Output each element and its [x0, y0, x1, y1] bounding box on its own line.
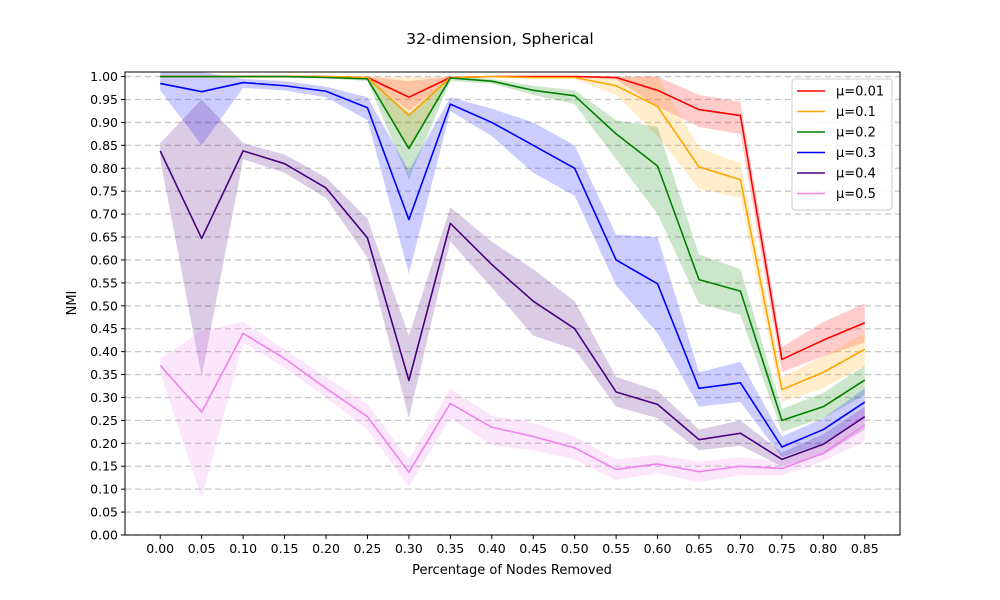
legend-label: μ=0.5: [836, 187, 876, 202]
y-axis-ticks: 0.00 0.05 0.10 0.15 0.20 0.25 0.30 0.35 0.40 0.45…: [90, 69, 125, 543]
legend-label: μ=0.2: [836, 126, 876, 141]
series-lines: [159, 75, 866, 473]
legend: μ=0.01 μ=0.1 μ=0.2 μ=0.3 μ=0.4 μ=0.5: [791, 78, 893, 211]
x-tick-label: 0.00: [146, 541, 174, 556]
y-tick-label: 0.55: [90, 275, 118, 290]
series-line: [159, 332, 866, 473]
y-tick-label: 0.00: [90, 528, 118, 543]
y-tick-label: 0.20: [90, 436, 118, 451]
y-tick-label: 0.90: [90, 115, 118, 130]
x-tick-label: 0.30: [395, 541, 423, 556]
x-tick-label: 0.50: [561, 541, 589, 556]
x-tick-label: 0.35: [436, 541, 464, 556]
y-tick-label: 0.05: [90, 505, 118, 520]
legend-label: μ=0.4: [836, 167, 876, 182]
confidence-bands: [160, 72, 865, 499]
y-tick-label: 0.10: [90, 482, 118, 497]
y-tick-label: 0.65: [90, 230, 118, 245]
grid-lines: [125, 75, 900, 536]
chart-title: 32-dimension, Spherical: [406, 30, 594, 48]
legend-label: μ=0.3: [836, 146, 876, 161]
x-axis-label: Percentage of Nodes Removed: [412, 563, 612, 578]
x-tick-label: 0.05: [188, 541, 216, 556]
legend-label: μ=0.01: [836, 85, 884, 100]
x-tick-label: 0.70: [727, 541, 755, 556]
y-tick-label: 0.60: [90, 252, 118, 267]
x-tick-label: 0.60: [644, 541, 672, 556]
y-axis-label: NMI: [65, 291, 80, 316]
y-tick-label: 0.75: [90, 184, 118, 199]
x-axis-ticks: 0.00 0.05 0.10 0.15 0.20 0.25 0.30 0.35 0.40 0.45…: [146, 535, 879, 556]
x-tick-label: 0.80: [809, 541, 837, 556]
y-tick-label: 0.95: [90, 92, 118, 107]
x-tick-label: 0.55: [602, 541, 630, 556]
series-line: [159, 150, 866, 461]
y-tick-label: 1.00: [90, 69, 118, 84]
y-tick-label: 0.15: [90, 459, 118, 474]
x-tick-label: 0.75: [768, 541, 796, 556]
y-tick-label: 0.25: [90, 413, 118, 428]
x-tick-label: 0.65: [685, 541, 713, 556]
y-tick-label: 0.85: [90, 138, 118, 153]
y-tick-label: 0.80: [90, 161, 118, 176]
legend-label: μ=0.1: [836, 105, 876, 120]
y-tick-label: 0.40: [90, 344, 118, 359]
y-tick-label: 0.70: [90, 207, 118, 222]
plot-frame: [124, 71, 901, 536]
series-line: [160, 75, 866, 422]
confidence-band: [160, 321, 865, 499]
y-tick-label: 0.45: [90, 321, 118, 336]
x-tick-label: 0.20: [312, 541, 340, 556]
y-tick-label: 0.50: [90, 298, 118, 313]
x-tick-label: 0.85: [851, 541, 879, 556]
x-tick-label: 0.40: [478, 541, 506, 556]
y-tick-label: 0.35: [90, 367, 118, 382]
x-tick-label: 0.45: [519, 541, 547, 556]
confidence-band: [160, 76, 865, 403]
y-tick-label: 0.30: [90, 390, 118, 405]
x-tick-label: 0.10: [229, 541, 257, 556]
confidence-band: [160, 76, 865, 373]
series-line: [160, 81, 866, 448]
x-tick-label: 0.25: [354, 541, 382, 556]
x-tick-label: 0.15: [271, 541, 299, 556]
